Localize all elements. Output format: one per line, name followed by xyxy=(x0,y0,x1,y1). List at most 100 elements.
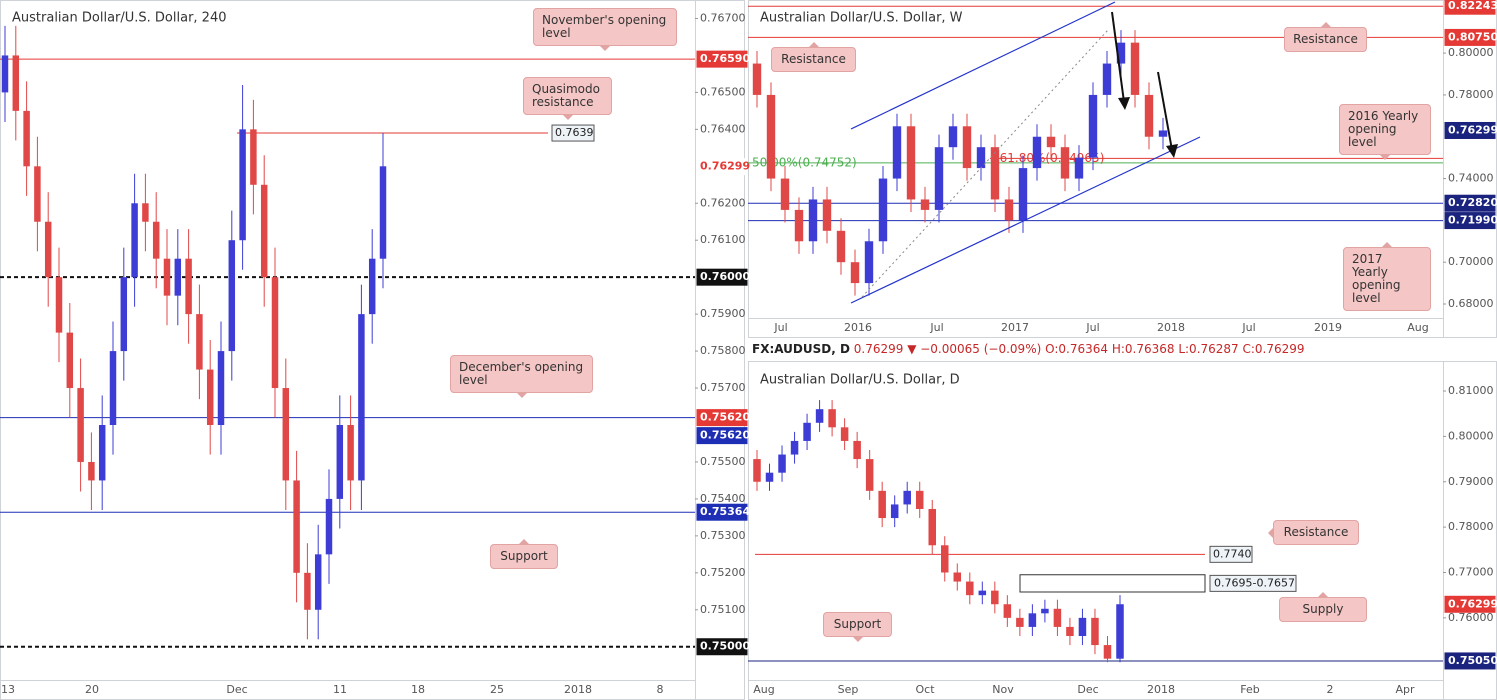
candle-body xyxy=(822,199,832,231)
level-label-box xyxy=(551,124,595,142)
level-label: 0.80750 xyxy=(1448,30,1497,43)
y-tick-label: 0.75200 xyxy=(700,566,746,579)
y-tick-label: 0.75400 xyxy=(700,492,746,505)
x-tick-label: 2017 xyxy=(1001,321,1029,334)
candle-body xyxy=(1004,199,1014,221)
annotation: 2017 Yearly opening level xyxy=(1343,242,1431,311)
y-tick-label: 0.76000 xyxy=(1448,611,1494,624)
candle-body xyxy=(941,545,949,573)
candle-body xyxy=(991,590,999,605)
x-tick-label: 2019 xyxy=(1314,321,1342,334)
x-tick-label: Feb xyxy=(1240,683,1259,696)
candle-body xyxy=(920,199,930,210)
candle-body xyxy=(282,388,290,481)
level-label-box xyxy=(1444,652,1496,670)
x-tick-label: Nov xyxy=(992,683,1014,696)
candle-body xyxy=(853,440,861,460)
candle-body xyxy=(34,166,41,222)
annotation: Resistance xyxy=(1268,520,1359,545)
y-tick-label: 0.76100 xyxy=(700,233,746,246)
annotation: Quasimodo resistance xyxy=(523,77,612,120)
level-label: 50.00%(0.74752) xyxy=(752,155,857,169)
level-label: 0.76000 xyxy=(700,270,750,283)
candle-body xyxy=(174,258,182,296)
x-tick-label: 11 xyxy=(333,683,347,696)
y-tick-label: 0.68000 xyxy=(1448,297,1494,310)
candle-body xyxy=(840,427,849,441)
symbol: FX:AUDUSD, D xyxy=(752,342,850,356)
chart-title: Australian Dollar/U.S. Dollar, 240 xyxy=(12,11,227,26)
candle-body xyxy=(878,178,888,242)
zone-label: 0.7695-0.7657 xyxy=(1214,576,1295,589)
level-label: 0.76299 xyxy=(1448,597,1497,610)
candle-body xyxy=(815,409,824,423)
candle-body xyxy=(44,221,52,278)
candle-body xyxy=(978,590,987,596)
x-tick-label: Aug xyxy=(1407,321,1428,334)
candle-body xyxy=(1046,136,1056,148)
price-change: ▼ −0.00065 (−0.09%) xyxy=(907,342,1042,356)
x-tick-label: 8 xyxy=(657,683,664,696)
level-label: 0.76299 xyxy=(700,160,750,173)
candle-body xyxy=(752,63,762,95)
x-tick-label: 2018 xyxy=(564,683,592,696)
chart-title: Australian Dollar/U.S. Dollar, D xyxy=(760,373,960,388)
annotation: Resistance xyxy=(1284,22,1367,52)
candle-body xyxy=(23,110,30,167)
annotation: November's opening level xyxy=(533,8,677,51)
candle-body xyxy=(906,126,916,200)
x-tick-label: Jul xyxy=(1241,321,1255,334)
level-label-box xyxy=(1444,0,1496,15)
x-tick-label: Apr xyxy=(1395,683,1415,696)
y-tick-label: 0.79000 xyxy=(1448,475,1494,488)
channel-line xyxy=(850,1,1116,130)
candle-body xyxy=(1041,608,1049,614)
arrow xyxy=(1111,11,1125,103)
candle-body xyxy=(948,126,958,148)
x-tick-label: Dec xyxy=(1077,683,1098,696)
y-tick-label: 0.78000 xyxy=(1448,88,1494,101)
candle-body xyxy=(109,351,117,425)
candle-body xyxy=(1053,608,1062,627)
x-tick-label: Aug xyxy=(753,683,774,696)
candle-body xyxy=(878,490,886,519)
candle-body xyxy=(790,440,799,455)
candle-body xyxy=(928,508,936,546)
y-tick-label: 0.77000 xyxy=(1448,565,1494,578)
candle-body xyxy=(1078,617,1087,636)
candle-body xyxy=(228,240,236,352)
candle-body xyxy=(163,258,171,296)
level-label-box xyxy=(1444,194,1496,212)
candle-body xyxy=(1066,626,1074,636)
level-label-box xyxy=(696,427,748,445)
x-tick-label: 18 xyxy=(411,683,425,696)
level-label: 0.75620 xyxy=(700,429,750,442)
x-tick-label: Jul xyxy=(1085,321,1099,334)
candle-body xyxy=(1016,617,1024,627)
x-tick-label: 25 xyxy=(490,683,504,696)
candle-body xyxy=(828,409,836,428)
channel-line xyxy=(850,136,1201,304)
candle-body xyxy=(778,454,786,473)
candle-body xyxy=(336,425,344,499)
arrow-head xyxy=(1118,97,1130,110)
chart-title: Australian Dollar/U.S. Dollar, W xyxy=(760,11,963,26)
x-tick-label: 20 xyxy=(85,683,99,696)
level-label-box xyxy=(696,638,748,656)
annotation: Support xyxy=(823,612,892,642)
level-label-box xyxy=(696,268,748,286)
candle-body xyxy=(1060,147,1070,179)
y-tick-label: 0.74000 xyxy=(1448,172,1494,185)
candle-body xyxy=(131,203,138,278)
last-price: 0.76299 xyxy=(853,342,904,356)
level-label-box xyxy=(1444,212,1496,230)
zone-label-box xyxy=(1209,574,1297,592)
y-tick-label: 0.75900 xyxy=(700,307,746,320)
candle-body xyxy=(196,314,203,370)
level-label: 0.75000 xyxy=(700,640,750,653)
level-label-box xyxy=(1444,28,1496,46)
candle-body xyxy=(239,129,246,241)
y-tick-label: 0.81000 xyxy=(1448,384,1494,397)
y-tick-label: 0.75100 xyxy=(700,603,746,616)
